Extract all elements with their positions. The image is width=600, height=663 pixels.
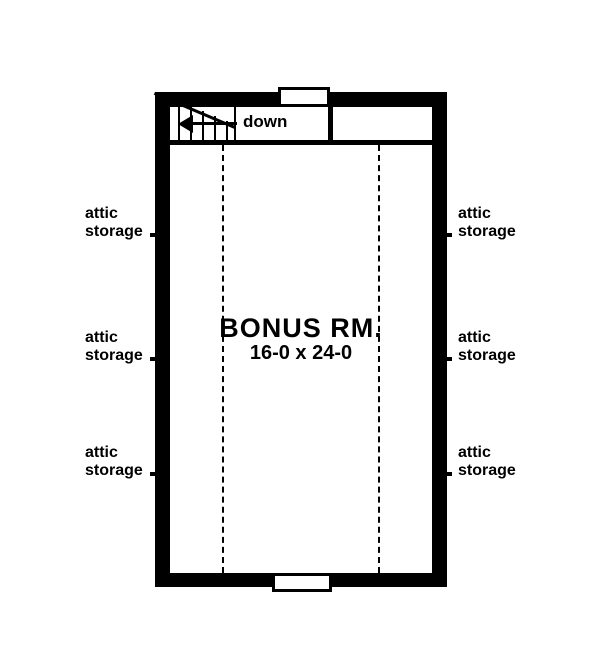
attic-left-3: attic storage xyxy=(85,444,143,479)
stair-riser-4 xyxy=(214,116,216,142)
attic-left-1: attic storage xyxy=(85,205,143,240)
stair-end xyxy=(234,107,236,143)
door-bottom-lintel-inner xyxy=(272,573,332,576)
door-bottom-jamb-r xyxy=(329,573,332,592)
kneewall-left-3 xyxy=(150,472,170,476)
room-dimensions: 16-0 x 24-0 xyxy=(155,342,447,364)
kneewall-right-3 xyxy=(432,472,452,476)
door-top-lintel-outer xyxy=(278,87,330,90)
attic-right-1: attic storage xyxy=(458,205,516,240)
down-arrow-head xyxy=(178,115,193,133)
door-top-lintel-inner xyxy=(278,104,330,107)
kneewall-left-1 xyxy=(150,233,170,237)
attic-right-2: attic storage xyxy=(458,329,516,364)
kneewall-right-1 xyxy=(432,233,452,237)
down-label: down xyxy=(243,113,287,132)
door-bottom-lintel-outer xyxy=(272,589,332,592)
floorplan-canvas: down BONUS RM. 16-0 x 24-0 attic storage… xyxy=(0,0,600,663)
compartment-divider xyxy=(328,92,333,145)
room-title: BONUS RM. xyxy=(155,314,447,344)
attic-right-3: attic storage xyxy=(458,444,516,479)
interior-wall-top xyxy=(170,140,434,145)
door-top-jamb-l xyxy=(278,87,281,107)
door-bottom-jamb-l xyxy=(272,573,275,592)
stair-riser-3 xyxy=(202,111,204,142)
down-arrow-shaft xyxy=(192,122,237,125)
attic-left-2: attic storage xyxy=(85,329,143,364)
